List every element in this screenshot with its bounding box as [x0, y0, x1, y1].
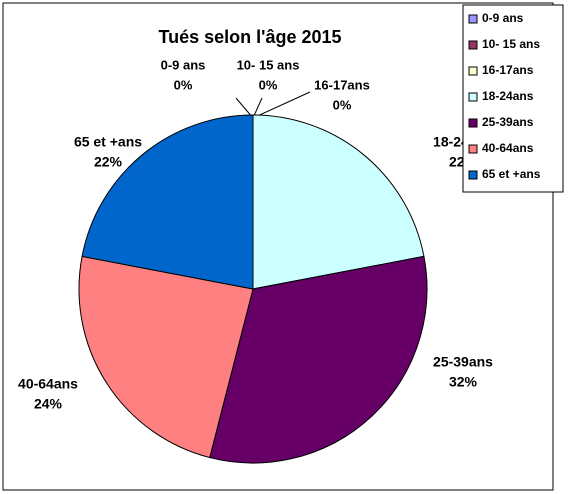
- slice-label: 0-9 ans: [161, 57, 206, 72]
- legend-swatch: [468, 144, 478, 154]
- legend-label: 65 et +ans: [482, 167, 541, 181]
- pie-slice: [78, 255, 254, 459]
- legend-swatch: [468, 40, 478, 50]
- leader-line: [252, 91, 311, 119]
- slice-value-label: 0%: [174, 77, 193, 92]
- legend-label: 25-39ans: [482, 115, 534, 129]
- pie-slice: [252, 114, 425, 290]
- legend-swatch: [468, 170, 478, 180]
- legend-swatch: [468, 66, 478, 76]
- slice-label: 65 et +ans: [74, 134, 142, 150]
- slice-value-label: 0%: [333, 97, 352, 112]
- legend-swatch: [468, 118, 478, 128]
- slice-label: 40-64ans: [18, 376, 78, 392]
- slice-value-label: 0%: [259, 77, 278, 92]
- legend-label: 40-64ans: [482, 141, 534, 155]
- slice-label: 25-39ans: [433, 354, 493, 370]
- slice-label: 16-17ans: [314, 77, 370, 92]
- legend-label: 18-24ans: [482, 89, 534, 103]
- legend-swatch: [468, 14, 478, 24]
- legend-swatch: [468, 92, 478, 102]
- slice-value-label: 32%: [449, 374, 478, 390]
- slice-value-label: 22%: [94, 154, 123, 170]
- legend-box: [462, 4, 564, 193]
- slice-value-label: 24%: [34, 396, 63, 412]
- pie-slice: [209, 255, 428, 464]
- legend-label: 0-9 ans: [482, 11, 524, 25]
- legend-label: 10- 15 ans: [482, 37, 540, 51]
- legend-label: 16-17ans: [482, 63, 534, 77]
- chart-title: Tués selon l'âge 2015: [158, 27, 341, 47]
- slice-label: 10- 15 ans: [237, 57, 300, 72]
- pie-slice: [81, 114, 254, 290]
